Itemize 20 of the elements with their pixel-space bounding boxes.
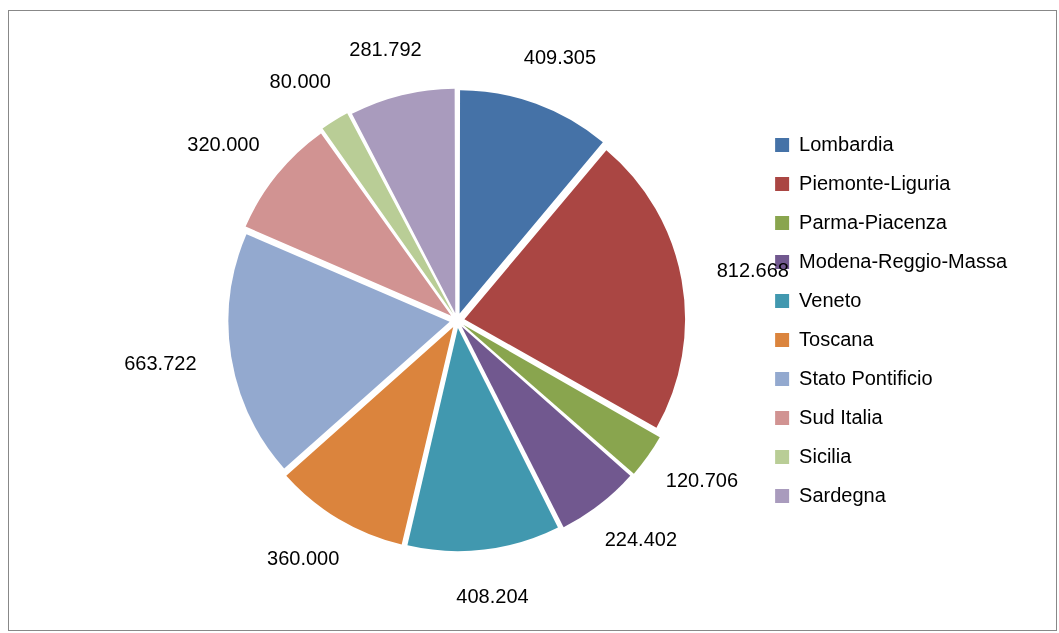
data-label: 812.668 — [716, 258, 789, 281]
data-label: 120.706 — [665, 469, 739, 492]
legend-label: Toscana — [799, 327, 875, 350]
legend-label: Veneto — [799, 288, 862, 311]
legend-label: Parma-Piacenza — [799, 210, 948, 233]
legend-label: Modena-Reggio-Massa — [799, 249, 1008, 272]
legend-label: Sud Italia — [799, 405, 884, 428]
legend-label: Stato Pontificio — [799, 366, 933, 389]
data-label: 281.792 — [349, 37, 422, 60]
data-label: 408.204 — [456, 584, 529, 607]
data-label: 663.722 — [124, 352, 197, 375]
data-label: 80.000 — [269, 70, 331, 93]
legend-label: Sicilia — [799, 444, 853, 467]
legend-label: Lombardia — [799, 132, 895, 155]
data-label: 224.402 — [604, 528, 677, 551]
legend-label: Piemonte-Liguria — [799, 171, 952, 194]
data-label: 409.305 — [523, 46, 597, 69]
legend-label: Sardegna — [799, 483, 887, 506]
data-label: 320.000 — [187, 132, 260, 155]
data-label: 360.000 — [267, 547, 340, 570]
